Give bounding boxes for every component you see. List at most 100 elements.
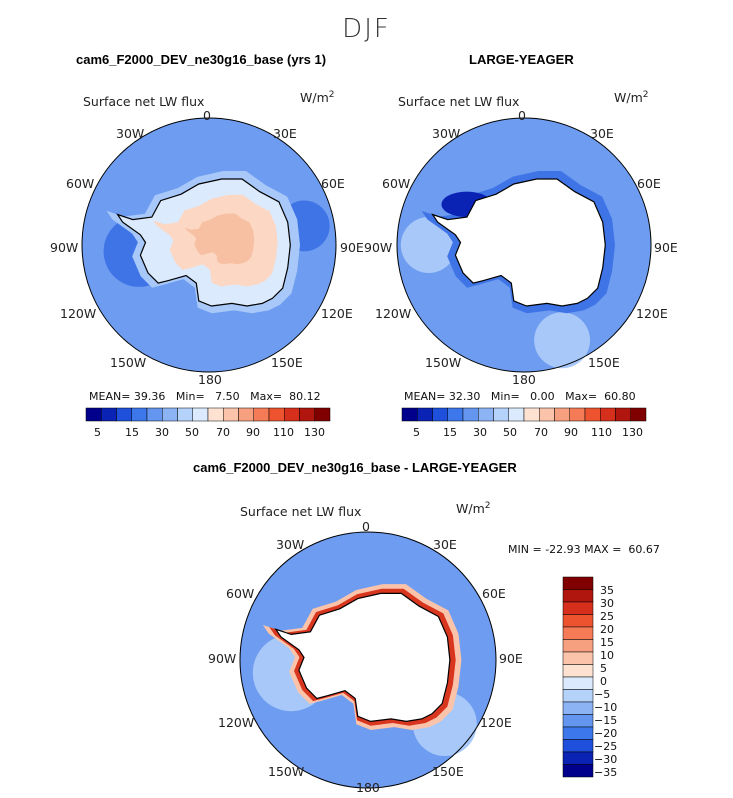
colorbar-swatch	[562, 639, 594, 653]
panel1-stats: MEAN= 39.36 Min= 7.50 Max= 80.12	[89, 390, 321, 403]
lon-label: 60E	[637, 176, 661, 191]
colorbar-swatch	[562, 626, 594, 640]
colorbar-swatch	[447, 407, 464, 422]
map-border	[396, 117, 652, 373]
colorbar-swatch	[417, 407, 433, 422]
colorbar-tick: −10	[594, 701, 618, 714]
colorbar-swatch	[116, 407, 132, 422]
lon-label: 120E	[480, 715, 512, 730]
lon-label: 90W	[364, 240, 393, 255]
colorbar-swatch	[85, 407, 102, 422]
colorbar-swatch	[562, 664, 594, 678]
panel2-units: W/m2	[614, 90, 649, 106]
map-border	[239, 531, 497, 789]
colorbar-tick: 5	[413, 426, 420, 439]
panel3-units: W/m2	[456, 501, 491, 517]
lon-label: 120E	[321, 306, 353, 321]
colorbar-tick: 0	[600, 675, 607, 688]
colorbar-swatch	[284, 407, 300, 422]
colorbar-tick: 5	[94, 426, 101, 439]
colorbar-swatch	[562, 764, 594, 778]
colorbar-swatch	[253, 407, 270, 422]
lon-label: 150W	[268, 764, 305, 779]
panel1-title: cam6_F2000_DEV_ne30g16_base (yrs 1)	[76, 52, 327, 67]
colorbar-tick: 110	[273, 426, 294, 439]
lon-label: 120W	[218, 715, 255, 730]
lon-label: 180	[512, 372, 536, 387]
colorbar-tick: 50	[185, 426, 199, 439]
colorbar-swatch	[207, 407, 224, 422]
antarctica-coast	[274, 592, 451, 723]
colorbar-swatch	[493, 407, 509, 422]
colorbar-swatch	[562, 589, 594, 603]
lon-label: 90W	[208, 651, 237, 666]
colorbar-swatch	[299, 407, 315, 422]
colorbar-tick: −20	[594, 727, 618, 740]
colorbar-swatch	[162, 407, 178, 422]
lon-label: 0	[362, 519, 370, 534]
lon-label: 30W	[432, 126, 461, 141]
lon-label: 120E	[636, 306, 668, 321]
panel3-variable: Surface net LW flux	[240, 504, 362, 519]
map-region-pink-core	[185, 213, 255, 265]
colorbar-tick: 30	[600, 597, 614, 610]
map-border	[81, 117, 337, 373]
colorbar-tick: −25	[594, 740, 618, 753]
colorbar-swatch	[131, 407, 148, 422]
lon-label: 30E	[590, 126, 614, 141]
colorbar-tick: 50	[503, 426, 517, 439]
colorbar-tick: 15	[443, 426, 457, 439]
colorbar-swatch	[554, 407, 570, 422]
antarctica-coast	[431, 178, 606, 307]
colorbar-swatch	[562, 739, 594, 753]
colorbar-swatch	[268, 407, 285, 422]
colorbar-tick: 15	[600, 636, 614, 649]
colorbar-tick: 20	[600, 623, 614, 636]
lon-label: 150E	[432, 764, 464, 779]
lon-label: 30E	[273, 126, 297, 141]
colorbar-swatch	[462, 407, 479, 422]
lon-label: 60E	[482, 586, 506, 601]
colorbar-tick: 130	[622, 426, 643, 439]
lon-label: 90E	[654, 240, 678, 255]
colorbar-tick: 30	[473, 426, 487, 439]
colorbar-tick: 130	[304, 426, 325, 439]
lon-label: 90E	[340, 240, 364, 255]
colorbar-tick: −15	[594, 714, 618, 727]
colorbar-swatch	[562, 576, 594, 590]
colorbar-swatch	[223, 407, 239, 422]
panel3-stats: MIN = -22.93 MAX = 60.67	[508, 543, 660, 556]
colorbar-swatch	[177, 407, 193, 422]
lon-label: 180	[198, 372, 222, 387]
panel3-title: cam6_F2000_DEV_ne30g16_base - LARGE-YEAG…	[193, 460, 517, 475]
colorbar-swatch	[562, 701, 594, 715]
lon-label: 120W	[375, 306, 412, 321]
lon-label: 60W	[382, 176, 411, 191]
colorbar-swatch	[146, 407, 163, 422]
colorbar-swatch	[562, 751, 594, 765]
colorbar-tick: −30	[594, 753, 618, 766]
lon-label: 150E	[588, 355, 620, 370]
colorbar-tick: 70	[216, 426, 230, 439]
lon-label: 150W	[110, 355, 147, 370]
colorbar-tick: 10	[600, 649, 614, 662]
colorbar-swatch	[562, 714, 594, 728]
colorbar-swatch	[314, 407, 331, 422]
colorbar-swatch	[562, 614, 594, 628]
lon-label: 120W	[60, 306, 97, 321]
colorbar-swatch	[600, 407, 616, 422]
lon-label: 90W	[50, 240, 79, 255]
colorbar-swatch	[523, 407, 540, 422]
season-title: DJF	[342, 14, 391, 44]
lon-label: 150E	[271, 355, 303, 370]
lon-label: 30W	[116, 126, 145, 141]
colorbar-swatch	[101, 407, 117, 422]
panel1-units: W/m2	[300, 90, 335, 106]
colorbar-tick: −35	[594, 766, 618, 779]
colorbar-swatch	[562, 601, 594, 615]
colorbar-tick: 5	[600, 662, 607, 675]
lon-label: 90E	[499, 651, 523, 666]
colorbar-swatch	[562, 689, 594, 703]
panel2-variable: Surface net LW flux	[398, 94, 520, 109]
